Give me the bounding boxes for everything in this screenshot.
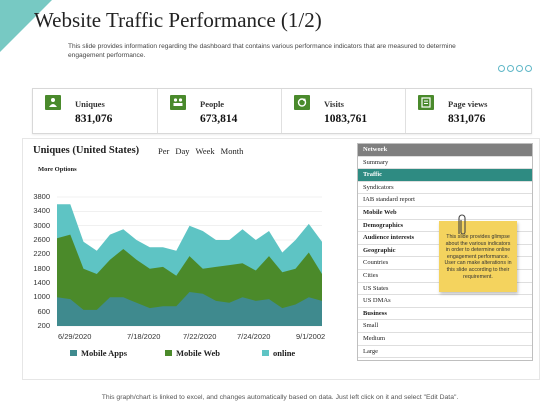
- kpi-card: Uniques 831,076 People 673,814 Visits 10…: [32, 88, 532, 134]
- y-tick-label: 2200: [33, 249, 50, 259]
- period-week[interactable]: Week: [195, 146, 215, 156]
- sticky-note-text: This slide provides glimpse about the va…: [444, 234, 512, 280]
- legend-mobile-apps: Mobile Apps: [70, 348, 127, 358]
- network-item[interactable]: Traffic: [358, 169, 532, 182]
- dots-decoration: [498, 65, 532, 72]
- network-item[interactable]: Summary: [358, 157, 532, 170]
- chart-title: Uniques (United States): [33, 145, 140, 156]
- y-tick-label: 3400: [33, 206, 50, 216]
- y-tick-label: 1400: [33, 278, 50, 287]
- chart-panel: [22, 138, 540, 380]
- period-day[interactable]: Day: [175, 146, 190, 156]
- kpi-label: People: [200, 99, 225, 109]
- x-tick-label: 7/18/2020: [127, 332, 161, 341]
- kpi-label: Page views: [448, 99, 488, 109]
- x-tick-label: 7/24/2020: [237, 332, 271, 341]
- kpi-value: 1083,761: [324, 113, 368, 125]
- y-tick-label: 1800: [33, 263, 50, 273]
- kpi-uniques: Uniques 831,076: [33, 89, 157, 133]
- network-item[interactable]: Medium: [358, 333, 532, 346]
- kpi-visits: Visits 1083,761: [281, 89, 406, 133]
- kpi-label: Uniques: [75, 99, 105, 109]
- corner-accent: [0, 0, 52, 52]
- network-item[interactable]: Large: [358, 346, 532, 359]
- period-label: Per: [158, 146, 170, 156]
- more-options-link[interactable]: More Options: [38, 166, 77, 173]
- footer-note: This graph/chart is linked to excel, and…: [101, 394, 459, 401]
- users-icon: [45, 95, 61, 110]
- x-tick-label: 7/22/2020: [183, 332, 217, 341]
- kpi-value: 831,076: [448, 113, 486, 125]
- legend-label: online: [273, 348, 296, 358]
- legend-label: Mobile Web: [176, 348, 220, 358]
- network-item[interactable]: US States: [358, 283, 532, 296]
- network-item[interactable]: Business: [358, 308, 532, 321]
- y-tick-label: 2600: [33, 235, 50, 244]
- network-item[interactable]: US DMAs: [358, 295, 532, 308]
- y-tick-label: 200: [37, 321, 50, 330]
- period-month[interactable]: Month: [220, 146, 244, 156]
- kpi-page-views: Page views 831,076: [405, 89, 530, 133]
- kpi-value: 831,076: [75, 113, 113, 125]
- y-tick-label: 3800: [33, 192, 50, 201]
- legend-label: Mobile Apps: [81, 348, 128, 358]
- x-tick-label: 6/29/2020: [58, 332, 92, 341]
- y-tick-label: 600: [37, 306, 50, 316]
- legend-online: online: [262, 348, 295, 358]
- network-item[interactable]: Small: [358, 320, 532, 333]
- legend-mobile-web: Mobile Web: [165, 348, 220, 358]
- network-item[interactable]: Mobile Web: [358, 207, 532, 220]
- legend-swatch: [70, 350, 77, 356]
- period-selector: Per Day Week Month: [158, 146, 243, 156]
- page-subtitle: This slide provides information regardin…: [68, 43, 456, 59]
- refresh-icon: [294, 95, 310, 110]
- network-item[interactable]: Syndicators: [358, 182, 532, 195]
- kpi-people: People 673,814: [157, 89, 282, 133]
- network-header: Network: [358, 144, 532, 157]
- y-tick-label: 3000: [33, 220, 50, 230]
- kpi-value: 673,814: [200, 113, 238, 125]
- paperclip-icon: [458, 214, 466, 235]
- kpi-label: Visits: [324, 99, 344, 109]
- series-area-mobile-apps: [57, 292, 322, 326]
- legend-swatch: [165, 350, 172, 356]
- page-icon: [418, 95, 434, 110]
- page-title: Website Traffic Performance (1/2): [34, 8, 322, 32]
- sticky-note: This slide provides glimpse about the va…: [439, 221, 517, 292]
- legend-swatch: [262, 350, 269, 356]
- x-tick-label: 9/1/2002: [296, 332, 326, 341]
- people-icon: [170, 95, 186, 110]
- y-tick-label: 1000: [33, 292, 50, 302]
- network-item[interactable]: IAB standard report: [358, 194, 532, 207]
